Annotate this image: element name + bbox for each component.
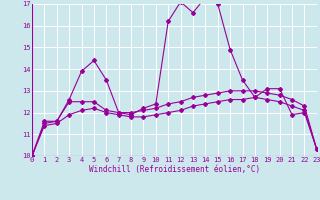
- X-axis label: Windchill (Refroidissement éolien,°C): Windchill (Refroidissement éolien,°C): [89, 165, 260, 174]
